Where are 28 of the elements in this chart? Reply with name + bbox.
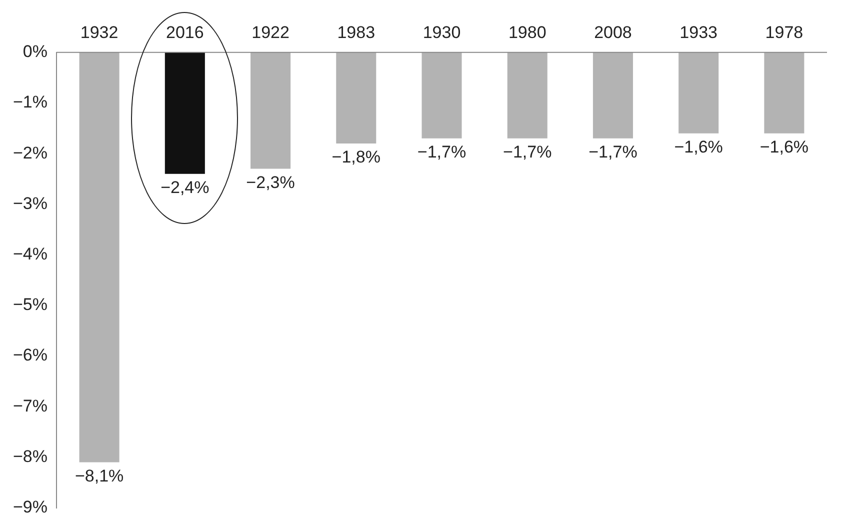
x-tick-label: 1932 xyxy=(80,22,118,42)
x-tick-label: 1978 xyxy=(765,22,804,42)
x-tick-label: 2016 xyxy=(166,22,204,42)
y-tick-label: 0% xyxy=(22,42,48,62)
data-label: −2,4% xyxy=(160,178,210,198)
x-tick-label: 1922 xyxy=(252,22,290,42)
x-tick-label: 1933 xyxy=(680,22,718,42)
y-tick-label: −5% xyxy=(13,295,48,314)
x-tick-label: 2008 xyxy=(594,22,632,42)
data-label: −1,6% xyxy=(760,138,809,157)
x-tick-label: 1930 xyxy=(422,22,461,42)
data-label: −2,3% xyxy=(246,172,295,192)
data-label: −1,8% xyxy=(332,148,380,167)
data-label: −1,7% xyxy=(588,142,638,162)
y-tick-label: −7% xyxy=(13,396,48,416)
data-label: −1,7% xyxy=(417,142,466,162)
y-tick-label: −2% xyxy=(13,143,48,162)
y-tick-label: −1% xyxy=(13,92,48,112)
y-tick-label: −8% xyxy=(13,446,48,466)
y-tick-label: −3% xyxy=(13,194,48,213)
data-label: −1,6% xyxy=(674,138,723,157)
x-tick-label: 1983 xyxy=(337,22,376,42)
y-tick-label: −6% xyxy=(13,346,48,365)
y-tick-label: −4% xyxy=(13,244,48,264)
data-label: −8,1% xyxy=(74,466,124,486)
y-tick-label: −9% xyxy=(13,497,48,516)
x-tick-label: 1980 xyxy=(508,22,546,42)
data-label: −1,7% xyxy=(503,142,552,162)
